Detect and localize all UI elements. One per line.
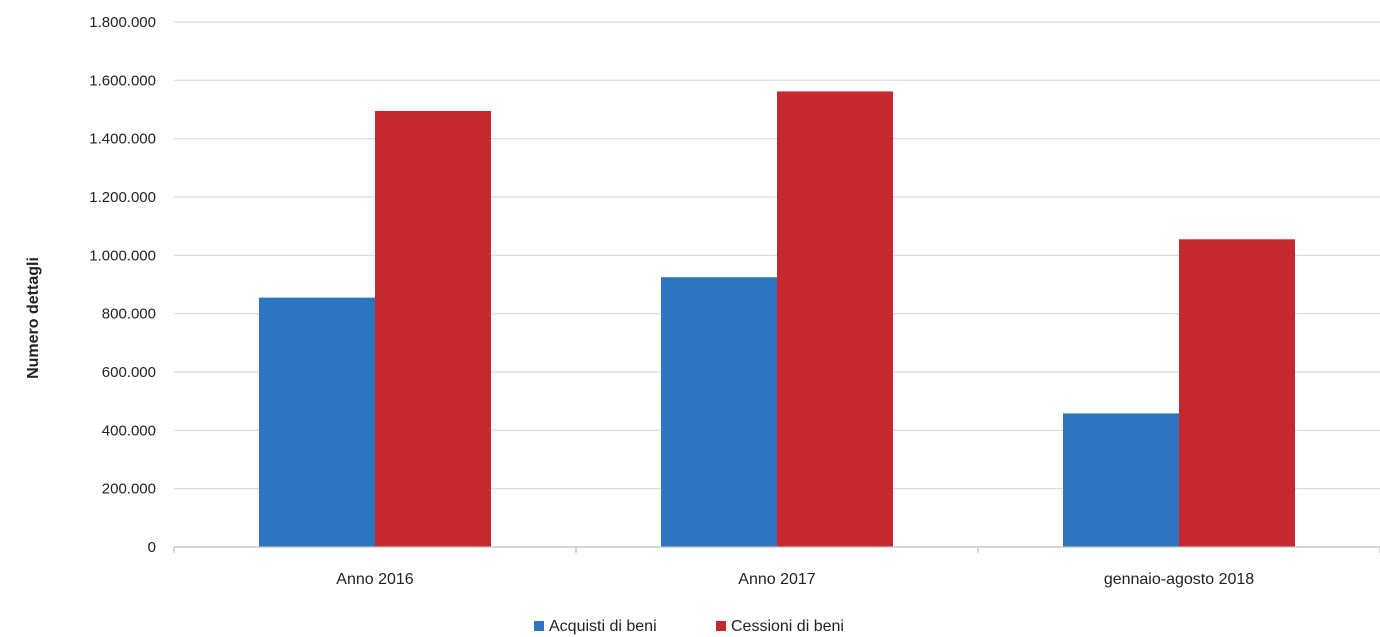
x-tick-label: Anno 2016 <box>336 571 414 588</box>
y-axis-title: Numero dettagli <box>25 257 42 379</box>
y-tick-label: 400.000 <box>102 422 156 439</box>
bar-cessioni <box>777 91 893 548</box>
legend-swatch <box>716 621 726 631</box>
x-axis <box>173 546 1380 553</box>
y-tick-label: 600.000 <box>102 364 156 381</box>
bar-acquisti <box>259 297 375 547</box>
y-tick-label: 200.000 <box>102 481 156 498</box>
y-tick-label: 1.000.000 <box>89 247 156 264</box>
bar-cessioni <box>375 110 491 547</box>
y-tick-label: 0 <box>148 539 156 556</box>
y-tick-label: 1.800.000 <box>89 14 156 31</box>
y-tick-label: 1.200.000 <box>89 189 156 206</box>
y-axis-ticks: 0 200.000 400.000 600.000 800.000 1.000.000 1.… <box>89 14 156 556</box>
x-tick-label: Anno 2017 <box>738 571 816 588</box>
bars <box>259 91 1295 548</box>
legend-swatch <box>534 621 544 631</box>
legend-label: Acquisti di beni <box>549 618 657 635</box>
legend-label: Cessioni di beni <box>731 618 844 635</box>
y-tick-label: 1.400.000 <box>89 131 156 148</box>
x-tick-label: gennaio-agosto 2018 <box>1104 571 1254 588</box>
x-axis-labels: Anno 2016 Anno 2017 gennaio-agosto 2018 <box>336 571 1254 588</box>
legend: Acquisti di beni Cessioni di beni <box>534 618 844 635</box>
bar-acquisti <box>661 277 777 547</box>
y-tick-label: 800.000 <box>102 306 156 323</box>
bar-cessioni <box>1179 239 1295 547</box>
y-tick-label: 1.600.000 <box>89 72 156 89</box>
bar-acquisti <box>1063 413 1179 547</box>
